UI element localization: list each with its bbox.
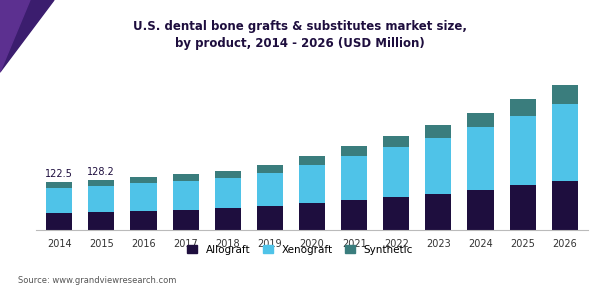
Bar [130, 211, 157, 230]
Bar [383, 197, 409, 230]
Bar [467, 190, 494, 230]
Bar [257, 165, 283, 173]
Bar [552, 103, 578, 181]
Bar [509, 185, 536, 230]
Bar [425, 138, 451, 194]
Bar [425, 124, 451, 138]
Bar [383, 147, 409, 197]
Bar [299, 156, 325, 165]
Polygon shape [0, 0, 30, 72]
Bar [257, 173, 283, 206]
Bar [425, 194, 451, 230]
Bar [46, 188, 72, 213]
Bar [130, 184, 157, 211]
Bar [467, 127, 494, 190]
Bar [341, 156, 367, 200]
Bar [215, 208, 241, 230]
Bar [509, 99, 536, 116]
Bar [215, 178, 241, 208]
Bar [88, 186, 115, 212]
Text: Source: www.grandviewresearch.com: Source: www.grandviewresearch.com [18, 276, 176, 285]
Bar [552, 181, 578, 230]
Bar [299, 165, 325, 203]
Bar [383, 136, 409, 147]
Bar [88, 179, 115, 186]
Bar [88, 212, 115, 230]
Bar [341, 200, 367, 230]
Text: 122.5: 122.5 [45, 169, 73, 179]
Legend: Allograft, Xenograft, Synthetic: Allograft, Xenograft, Synthetic [187, 245, 413, 255]
Bar [341, 146, 367, 156]
Bar [173, 210, 199, 230]
Text: 128.2: 128.2 [88, 167, 115, 177]
Bar [46, 213, 72, 230]
Bar [509, 116, 536, 185]
Bar [46, 182, 72, 188]
Bar [299, 203, 325, 230]
Bar [173, 174, 199, 181]
Bar [552, 85, 578, 104]
Bar [130, 177, 157, 184]
Bar [173, 181, 199, 210]
Polygon shape [0, 0, 54, 72]
Bar [467, 112, 494, 127]
Bar [257, 206, 283, 230]
Bar [215, 171, 241, 178]
Text: U.S. dental bone grafts & substitutes market size,
by product, 2014 - 2026 (USD : U.S. dental bone grafts & substitutes ma… [133, 20, 467, 50]
